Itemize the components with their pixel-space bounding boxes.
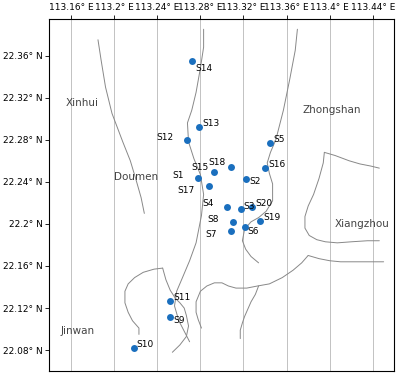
Text: Zhongshan: Zhongshan — [303, 105, 361, 115]
Text: S16: S16 — [268, 160, 286, 169]
Text: S1: S1 — [173, 171, 184, 180]
Text: Doumen: Doumen — [114, 172, 158, 181]
Text: S12: S12 — [156, 133, 174, 142]
Text: S8: S8 — [207, 215, 219, 224]
Text: S9: S9 — [174, 316, 185, 325]
Text: S20: S20 — [255, 199, 272, 208]
Text: S7: S7 — [205, 230, 216, 239]
Text: Jinwan: Jinwan — [60, 326, 94, 336]
Text: Xinhui: Xinhui — [66, 98, 99, 108]
Text: S18: S18 — [208, 158, 225, 168]
Text: S13: S13 — [202, 119, 220, 128]
Text: S14: S14 — [195, 64, 212, 73]
Text: S15: S15 — [192, 163, 209, 172]
Text: S4: S4 — [202, 199, 213, 208]
Text: S5: S5 — [274, 135, 285, 144]
Text: S19: S19 — [263, 213, 280, 222]
Text: S3: S3 — [244, 202, 255, 211]
Text: S11: S11 — [174, 293, 191, 302]
Text: S6: S6 — [248, 227, 259, 236]
Text: S17: S17 — [178, 186, 195, 195]
Text: Xiangzhou: Xiangzhou — [335, 219, 390, 229]
Text: S2: S2 — [249, 177, 260, 186]
Text: S10: S10 — [137, 340, 154, 349]
